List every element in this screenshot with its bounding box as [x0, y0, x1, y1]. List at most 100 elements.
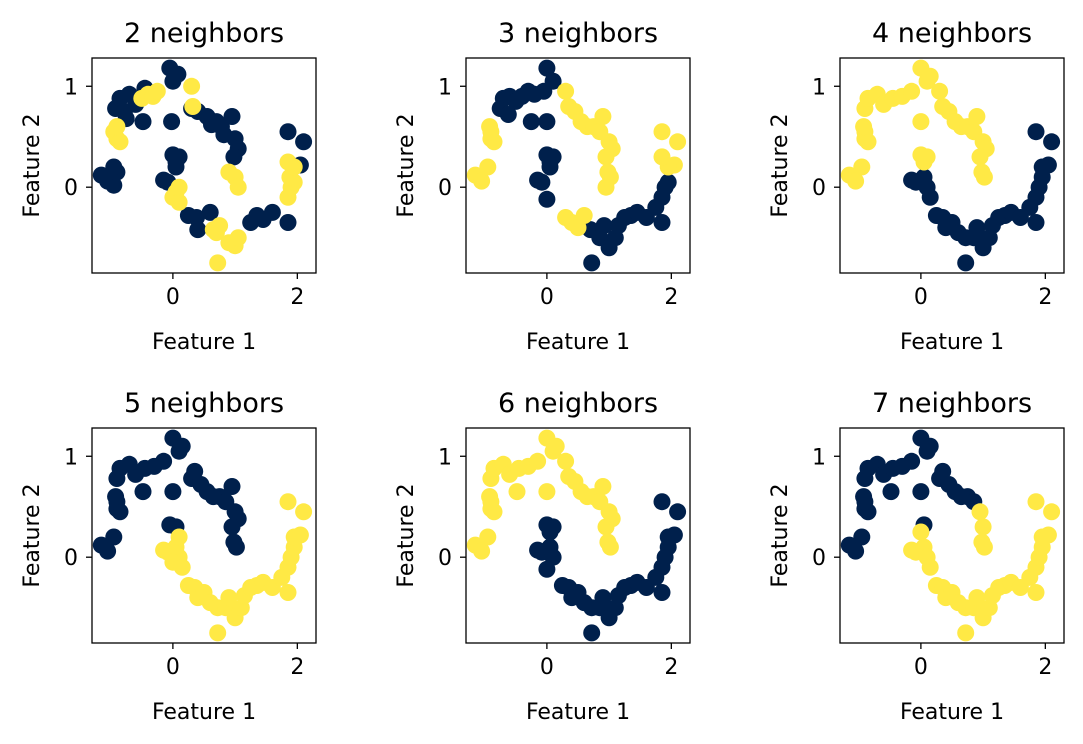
data-point-class-0 [583, 624, 601, 642]
subplot-title: 5 neighbors [124, 388, 284, 419]
data-point-class-0 [853, 528, 871, 546]
data-point-class-0 [99, 542, 117, 560]
data-point-class-0 [167, 158, 185, 176]
data-point-class-1 [968, 589, 986, 607]
y-tick-label: 1 [64, 445, 78, 470]
axes-frame [839, 427, 1065, 644]
data-point-class-1 [974, 518, 992, 536]
data-point-class-1 [653, 148, 671, 166]
data-point-class-1 [291, 526, 309, 544]
data-point-class-1 [971, 148, 989, 166]
data-point-class-1 [968, 108, 986, 125]
data-point-class-1 [597, 148, 615, 166]
data-point-class-0 [223, 518, 241, 536]
y-tick-label: 1 [64, 75, 78, 100]
data-point-class-0 [538, 113, 556, 131]
data-point-class-0 [499, 106, 517, 123]
data-point-class-1 [957, 624, 975, 642]
subplot-title: 6 neighbors [498, 388, 658, 419]
data-point-class-0 [659, 173, 677, 191]
data-point-class-1 [601, 538, 619, 556]
data-point-class-1 [538, 483, 556, 501]
data-point-class-1 [853, 158, 871, 176]
y-tick-label: 0 [438, 546, 452, 571]
data-point-class-1 [669, 133, 687, 151]
data-point-class-0 [295, 133, 313, 151]
y-axis-label: Feature 2 [20, 483, 45, 587]
x-tick-label: 0 [914, 655, 928, 680]
data-point-class-0 [1027, 123, 1045, 141]
data-point-class-1 [481, 118, 499, 136]
data-point-class-0 [855, 488, 873, 506]
axes-frame [465, 427, 691, 644]
scatter-points [92, 59, 313, 272]
subplot-6: 0 2 0 1 7 neighbors Feature 1 Feature 2 [768, 388, 1065, 725]
data-point-class-1 [1043, 503, 1061, 521]
data-point-class-1 [279, 584, 297, 601]
subplot-title: 7 neighbors [872, 388, 1032, 419]
data-point-class-1 [597, 178, 615, 196]
data-point-class-1 [594, 108, 612, 125]
data-point-class-1 [170, 178, 188, 196]
data-point-class-0 [653, 493, 671, 511]
data-point-class-0 [169, 65, 187, 83]
data-point-class-1 [279, 493, 297, 511]
data-point-class-0 [921, 188, 939, 206]
data-point-class-1 [975, 168, 993, 186]
data-point-class-0 [105, 528, 123, 546]
data-point-class-1 [855, 118, 873, 136]
x-tick-label: 2 [290, 285, 304, 310]
data-point-class-1 [279, 153, 297, 171]
y-axis-label: Feature 2 [768, 113, 793, 217]
y-tick-label: 0 [64, 546, 78, 571]
data-point-class-1 [209, 254, 227, 272]
data-point-class-0 [189, 221, 207, 239]
data-point-class-0 [1039, 156, 1057, 174]
data-point-class-1 [912, 113, 930, 131]
x-axis-label: Feature 1 [900, 700, 1004, 725]
data-point-class-1 [847, 172, 865, 190]
data-point-class-1 [170, 193, 188, 211]
data-point-class-1 [921, 558, 939, 576]
x-tick-label: 0 [914, 285, 928, 310]
axes-frame [91, 57, 317, 274]
data-point-class-0 [538, 190, 556, 208]
data-point-class-0 [134, 113, 152, 131]
x-tick-label: 0 [540, 655, 554, 680]
data-point-class-1 [209, 624, 227, 642]
data-point-class-1 [971, 503, 989, 521]
data-point-class-1 [508, 483, 526, 501]
x-tick-label: 2 [290, 655, 304, 680]
subplot-title: 3 neighbors [498, 18, 658, 49]
data-point-class-0 [921, 437, 939, 455]
data-point-class-0 [279, 123, 297, 141]
data-point-class-1 [173, 558, 191, 576]
y-tick-label: 0 [812, 176, 826, 201]
data-point-class-1 [481, 488, 499, 506]
x-tick-label: 0 [166, 655, 180, 680]
data-point-class-0 [186, 462, 204, 480]
scatter-points [840, 429, 1061, 642]
data-point-class-1 [211, 217, 229, 235]
data-point-class-0 [538, 59, 556, 77]
scatter-points [466, 429, 687, 642]
x-axis-label: Feature 1 [900, 330, 1004, 355]
x-axis-label: Feature 1 [526, 700, 630, 725]
x-tick-label: 2 [664, 285, 678, 310]
data-point-class-0 [223, 478, 241, 495]
data-point-class-1 [170, 528, 188, 546]
scatter-points [466, 59, 687, 272]
axes-frame [839, 57, 1065, 274]
subplot-1: 0 2 0 1 2 neighbors Feature 1 Feature 2 [20, 18, 317, 355]
data-point-class-1 [594, 478, 612, 495]
data-point-class-0 [595, 217, 613, 235]
data-point-class-0 [105, 158, 123, 176]
y-tick-label: 0 [812, 546, 826, 571]
data-point-class-0 [934, 462, 952, 480]
data-point-class-1 [220, 589, 238, 607]
data-point-class-0 [1027, 214, 1045, 231]
data-point-class-0 [544, 518, 562, 536]
y-axis-label: Feature 2 [20, 113, 45, 217]
data-point-class-0 [665, 526, 683, 544]
data-point-class-0 [164, 483, 182, 501]
